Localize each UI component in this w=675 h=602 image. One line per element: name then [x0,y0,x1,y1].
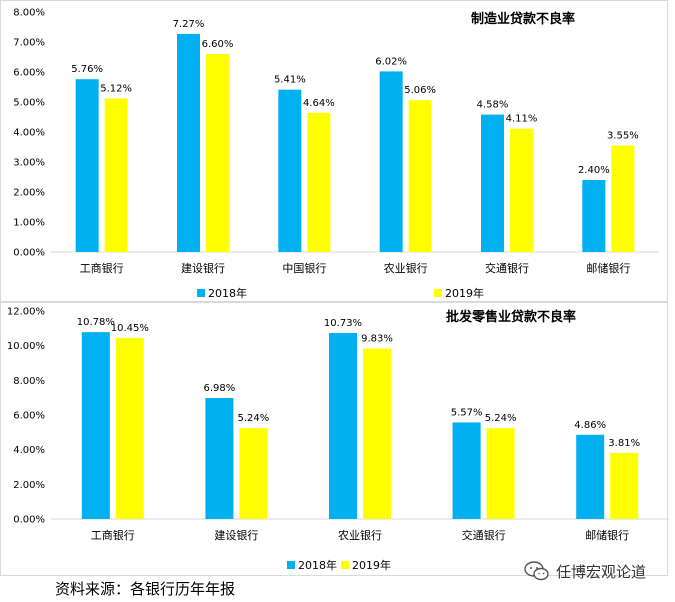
bar-2019 [363,348,391,519]
data-label: 5.41% [274,75,306,86]
y-tick-label: 8.00% [13,376,45,387]
category-label: 工商银行 [80,261,124,275]
legend-swatch-2018 [197,289,205,297]
data-label: 6.98% [204,383,236,394]
legend-label: 2018年 [208,286,247,300]
data-label: 4.11% [506,114,538,125]
y-tick-label: 0.00% [13,248,45,259]
source-note: 资料来源：各银行历年年报 [55,580,236,598]
y-tick-label: 0.00% [13,515,45,526]
y-tick-label: 2.00% [13,188,45,199]
data-label: 10.78% [77,317,115,328]
bar-2018 [452,422,481,519]
legend-label: 2019年 [445,286,484,300]
chart-title: 批发零售业贷款不良率 [446,309,576,325]
bar-2019 [408,100,432,252]
bar-2019 [206,54,229,252]
y-tick-label: 6.00% [13,411,45,422]
bar-2019 [611,145,635,252]
category-label: 交通银行 [462,528,506,542]
data-label: 5.76% [71,64,103,75]
category-label: 农业银行 [384,261,428,275]
bar-2018 [75,79,99,252]
y-tick-label: 5.00% [13,98,45,109]
legend-label: 2019年 [352,558,391,572]
y-tick-label: 4.00% [13,128,45,139]
y-tick-label: 12.00% [7,307,45,318]
category-label: 交通银行 [485,261,529,275]
watermark-text: 任博宏观论道 [556,562,647,581]
chart-title: 制造业贷款不良率 [471,11,575,27]
wholesale-retail-npl-chart-panel: 批发零售业贷款不良率 0.00% 2.00% 4.00% 6.00% 8.00% 10.00… [0,302,669,576]
bar-2018 [205,398,234,519]
bar-2018 [379,71,403,253]
category-label: 邮储银行 [585,528,629,542]
data-label: 4.64% [303,98,335,109]
legend-label: 2018年 [298,558,337,572]
y-tick-label: 10.00% [7,341,45,352]
data-label: 6.02% [375,56,407,67]
bar-2018 [81,332,110,519]
y-tick-label: 4.00% [13,445,45,456]
y-tick-label: 2.00% [13,480,45,491]
data-label: 5.24% [238,413,270,424]
wechat-icon [524,561,549,581]
y-tick-label: 3.00% [13,158,45,169]
data-label: 5.57% [451,407,483,418]
data-label: 9.83% [361,334,393,345]
data-label: 5.06% [404,85,436,96]
bar-2018 [582,180,606,252]
data-label: 4.86% [574,420,606,431]
manufacturing-npl-chart: 制造业贷款不良率 0.00% 1.00% 2.00% 3.00% 4.00% 5.00% 6.… [13,8,659,300]
y-tick-label: 1.00% [13,218,45,229]
legend-swatch-2018 [287,561,295,569]
bar-2018 [576,434,605,519]
category-label: 建设银行 [181,261,225,275]
bar-2019 [486,428,515,519]
data-label: 4.58% [477,100,509,111]
category-label: 建设银行 [214,528,258,542]
legend-swatch-2019 [434,289,442,297]
category-label: 中国银行 [282,261,326,275]
y-tick-label: 6.00% [13,68,45,79]
bar-2019 [239,428,268,519]
data-label: 10.73% [324,318,362,329]
data-label: 5.12% [100,83,132,94]
data-label: 5.24% [485,413,517,424]
y-tick-label: 8.00% [13,8,45,19]
data-label: 6.60% [202,39,234,50]
watermark: 任博宏观论道 [524,560,646,582]
category-label: 工商银行 [91,528,135,542]
bar-2019 [104,98,128,253]
manufacturing-npl-chart-panel: 制造业贷款不良率 0.00% 1.00% 2.00% 3.00% 4.00% 5.00% 6.… [0,0,668,302]
bar-2019 [307,112,331,252]
y-tick-label: 7.00% [13,38,45,49]
data-label: 10.45% [111,323,149,334]
bar-2019 [510,128,533,252]
bar-2018 [177,33,200,253]
data-label: 2.40% [578,165,610,176]
category-label: 邮储银行 [586,261,630,275]
bar-2018 [481,114,504,252]
bar-2018 [278,89,302,252]
legend-swatch-2019 [341,561,349,569]
bar-2019 [115,337,144,519]
data-label: 3.55% [607,131,639,142]
wholesale-retail-npl-chart: 批发零售业贷款不良率 0.00% 2.00% 4.00% 6.00% 8.00% 10.00… [7,307,669,572]
bar-2018 [329,333,357,519]
category-label: 农业银行 [338,528,382,542]
data-label: 3.81% [608,438,640,449]
data-label: 7.27% [173,19,205,30]
bar-2019 [610,452,639,519]
